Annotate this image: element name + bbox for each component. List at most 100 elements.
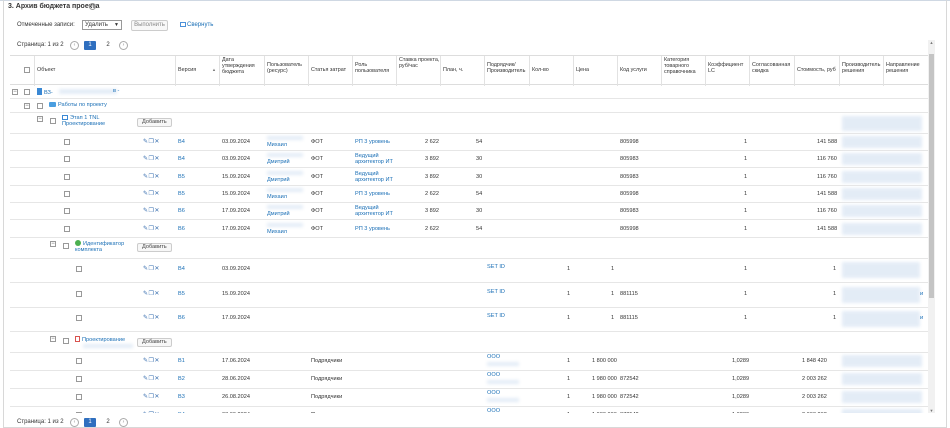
row-checkbox[interactable]	[76, 376, 82, 382]
copy-icon[interactable]: ❐	[148, 190, 155, 197]
copy-icon[interactable]: ❐	[148, 315, 155, 322]
row-checkbox[interactable]	[76, 315, 82, 322]
copy-icon[interactable]: ❐	[148, 225, 155, 232]
version-link[interactable]: В3	[178, 394, 185, 400]
page-1-button[interactable]: 1	[84, 418, 96, 427]
delete-icon[interactable]: ✕	[154, 376, 160, 382]
expand-toggle[interactable]: −	[50, 241, 56, 247]
contractor-link[interactable]: ООО	[487, 354, 501, 360]
col-cost[interactable]: Стоимость, руб	[797, 67, 836, 73]
contractor-link[interactable]: SET ID	[487, 288, 505, 295]
copy-icon[interactable]: ❐	[148, 376, 155, 382]
col-coef[interactable]: Коэффициент LC	[708, 62, 744, 74]
contractor-link[interactable]: SET ID	[487, 313, 505, 320]
page-1-button[interactable]: 1	[84, 41, 96, 50]
contractor-link[interactable]: SET ID	[487, 264, 505, 270]
row-checkbox[interactable]	[63, 243, 69, 249]
version-link[interactable]: В5	[178, 173, 185, 180]
col-approve-date[interactable]: Дата утверждения бюджета	[222, 57, 255, 75]
add-button[interactable]: Добавить	[137, 243, 172, 252]
user-link[interactable]: Дмитрий	[267, 159, 290, 166]
version-link[interactable]: В5	[178, 290, 185, 297]
role-link[interactable]: РП 3 уровень	[355, 225, 390, 232]
role-link[interactable]: Ведущий архитектор ИТ	[355, 153, 393, 166]
row-checkbox[interactable]	[76, 358, 82, 364]
root-object[interactable]: ВЗ-	[37, 88, 53, 96]
version-link[interactable]: В6	[178, 225, 185, 232]
sort-asc-icon[interactable]: ▲	[212, 67, 216, 72]
user-link[interactable]: Дмитрий	[267, 176, 290, 183]
delete-icon[interactable]: ✕	[154, 190, 160, 197]
delete-icon[interactable]: ✕	[154, 173, 160, 180]
user-link[interactable]: Михаил	[267, 228, 288, 235]
delete-icon[interactable]: ✕	[154, 290, 160, 297]
role-link[interactable]: РП 3 уровень	[355, 190, 390, 197]
row-checkbox[interactable]	[64, 190, 70, 197]
add-button[interactable]: Добавить	[137, 338, 172, 347]
copy-icon[interactable]: ❐	[148, 358, 155, 364]
copy-icon[interactable]: ❐	[148, 208, 155, 215]
copy-icon[interactable]: ❐	[148, 290, 155, 297]
delete-icon[interactable]: ✕	[154, 208, 160, 215]
delete-icon[interactable]: ✕	[154, 412, 160, 413]
user-link[interactable]: Дмитрий	[267, 211, 290, 218]
contractor-link[interactable]: ООО	[487, 372, 501, 378]
identifier-label[interactable]: Идентификатор комплекта	[75, 240, 125, 253]
version-link[interactable]: В6	[178, 208, 185, 215]
edit-icon[interactable]: ✎	[143, 412, 149, 413]
edit-icon[interactable]: ✎	[143, 139, 149, 145]
version-link[interactable]: В4	[178, 266, 185, 272]
col-user[interactable]: Пользователь (ресурс)	[267, 62, 302, 74]
expand-toggle[interactable]: −	[37, 116, 43, 122]
copy-icon[interactable]: ❐	[148, 156, 155, 163]
row-checkbox[interactable]	[64, 208, 70, 215]
stage1-label[interactable]: Этап 1 TNL Проектирование	[62, 115, 106, 127]
edit-icon[interactable]: ✎	[143, 156, 149, 163]
copy-icon[interactable]: ❐	[148, 266, 155, 272]
row-checkbox[interactable]	[76, 394, 82, 400]
version-link[interactable]: В4	[178, 156, 185, 163]
edit-icon[interactable]: ✎	[143, 315, 149, 322]
row-checkbox[interactable]	[76, 290, 82, 297]
add-button[interactable]: Добавить	[137, 118, 172, 127]
execute-button[interactable]: Выполнить	[131, 20, 168, 31]
version-link[interactable]: В4	[178, 412, 185, 413]
col-version[interactable]: Версия	[178, 67, 197, 73]
user-link[interactable]: Михаил	[267, 142, 288, 148]
row-checkbox[interactable]	[63, 338, 69, 344]
page-2-button[interactable]: 2	[106, 419, 110, 425]
scrollbar-thumb[interactable]	[929, 54, 934, 298]
col-discount[interactable]: Согласованная скидка	[752, 62, 791, 74]
col-producer-decision[interactable]: Производитель решения	[842, 62, 881, 74]
edit-icon[interactable]: ✎	[143, 173, 149, 180]
edit-icon[interactable]: ✎	[143, 358, 149, 364]
scroll-up-icon[interactable]: ▲	[929, 40, 934, 45]
row-checkbox[interactable]	[76, 266, 82, 272]
copy-icon[interactable]: ❐	[149, 412, 155, 413]
col-cost-item[interactable]: Статья затрат	[311, 67, 347, 73]
user-link[interactable]: Михаил	[267, 193, 288, 200]
col-category[interactable]: Категория товарного справочника	[664, 57, 696, 75]
collapse-link[interactable]: Свернуть	[180, 22, 213, 28]
row-checkbox[interactable]	[64, 173, 70, 180]
expand-toggle[interactable]: −	[24, 103, 30, 109]
scroll-down-icon[interactable]: ▼	[929, 408, 934, 413]
contractor-link[interactable]: ООО	[487, 408, 501, 413]
col-plan[interactable]: План, ч.	[443, 67, 464, 73]
role-link[interactable]: Ведущий архитектор ИТ	[355, 205, 393, 218]
version-link[interactable]: В2	[178, 376, 185, 382]
edit-icon[interactable]: ✎	[143, 266, 149, 272]
design-label[interactable]: Проектирование	[75, 336, 125, 343]
col-rate[interactable]: Ставка проекта, руб/час	[399, 57, 440, 69]
version-link[interactable]: В1	[178, 358, 185, 364]
col-object[interactable]: Объект	[37, 67, 56, 73]
col-contractor[interactable]: Подрядчик/ Производитель	[487, 62, 526, 74]
delete-icon[interactable]: ✕	[154, 266, 160, 272]
copy-icon[interactable]: ❐	[148, 173, 155, 180]
delete-icon[interactable]: ✕	[154, 394, 160, 400]
edit-icon[interactable]: ✎	[143, 208, 149, 215]
vertical-scrollbar[interactable]: ▲ ▼	[928, 40, 935, 413]
version-link[interactable]: В4	[178, 139, 185, 145]
next-page-button[interactable]: ›	[119, 41, 128, 50]
role-link[interactable]: Ведущий архитектор ИТ	[355, 170, 393, 183]
